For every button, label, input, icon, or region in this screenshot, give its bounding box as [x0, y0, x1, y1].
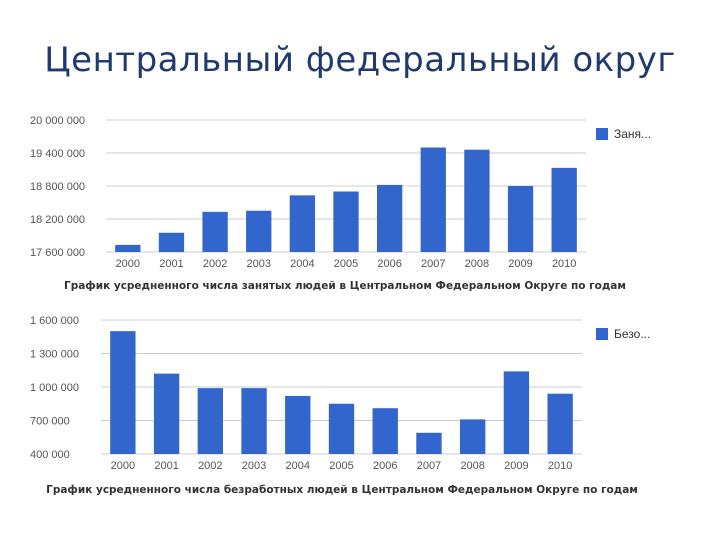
employed-bar-chart: 17 600 000 18 200 000 18 800 000 19 400 000… — [30, 115, 651, 292]
x-tick-label: 2003 — [242, 460, 266, 472]
bar[interactable] — [460, 419, 486, 454]
bar[interactable] — [333, 191, 359, 253]
bar[interactable] — [328, 403, 355, 454]
bar[interactable] — [372, 408, 398, 454]
bar[interactable] — [289, 195, 316, 252]
x-tick-label: 2007 — [417, 460, 441, 472]
chart-caption: График усредненного числа безработных лю… — [46, 484, 638, 496]
bar[interactable] — [197, 388, 223, 454]
x-tick-label: 2010 — [548, 460, 572, 472]
bar[interactable] — [153, 373, 180, 454]
unemployed-bar-chart: 400 000 700 000 1 000 000 1 300 000 1 600 00… — [30, 315, 650, 496]
bar[interactable] — [285, 395, 311, 454]
bar[interactable] — [158, 232, 185, 252]
legend-label: Безо... — [614, 327, 650, 341]
x-tick-label: 2000 — [111, 460, 135, 472]
bar[interactable] — [202, 211, 228, 252]
bar[interactable] — [246, 210, 272, 252]
legend-swatch — [596, 128, 608, 140]
y-tick-label: 400 000 — [30, 449, 70, 461]
x-tick-label: 2008 — [460, 460, 484, 472]
y-tick-label: 1 000 000 — [30, 382, 79, 394]
x-tick-label: 2010 — [552, 258, 576, 270]
x-tick-label: 2005 — [334, 258, 358, 270]
x-tick-label: 2005 — [329, 460, 353, 472]
bar[interactable] — [110, 331, 136, 454]
x-tick-label: 2009 — [504, 460, 528, 472]
x-tick-label: 2001 — [154, 460, 178, 472]
bar[interactable] — [503, 371, 530, 454]
x-tick-label: 2008 — [465, 258, 489, 270]
x-tick-label: 2009 — [508, 258, 532, 270]
bar[interactable] — [416, 432, 442, 454]
y-tick-label: 700 000 — [30, 416, 70, 428]
x-tick-label: 2006 — [377, 258, 401, 270]
slide-title: Центральный федеральный округ — [44, 40, 676, 80]
bar[interactable] — [547, 393, 573, 454]
x-tick-label: 2007 — [421, 258, 445, 270]
x-tick-label: 2002 — [203, 258, 227, 270]
x-tick-label: 2000 — [116, 258, 140, 270]
bar[interactable] — [115, 244, 141, 252]
legend-label: Заня... — [614, 127, 651, 141]
x-tick-label: 2001 — [159, 258, 183, 270]
y-tick-label: 19 400 000 — [30, 148, 85, 160]
bar[interactable] — [376, 184, 403, 252]
x-tick-label: 2006 — [373, 460, 397, 472]
legend-swatch — [596, 328, 608, 340]
x-tick-label: 2003 — [246, 258, 270, 270]
x-tick-label: 2002 — [198, 460, 222, 472]
bar[interactable] — [464, 149, 490, 252]
x-tick-label: 2004 — [286, 460, 310, 472]
y-tick-label: 20 000 000 — [30, 115, 85, 127]
x-tick-label: 2004 — [290, 258, 314, 270]
bar[interactable] — [241, 388, 267, 454]
y-tick-label: 1 600 000 — [30, 315, 79, 327]
y-tick-label: 18 800 000 — [30, 181, 85, 193]
y-tick-label: 1 300 000 — [30, 349, 79, 361]
y-tick-label: 17 600 000 — [30, 247, 85, 259]
bar[interactable] — [420, 147, 446, 253]
chart-caption: График усредненного числа занятых людей … — [64, 280, 626, 292]
bar[interactable] — [551, 167, 577, 252]
y-tick-label: 18 200 000 — [30, 214, 85, 226]
bar[interactable] — [507, 186, 534, 252]
